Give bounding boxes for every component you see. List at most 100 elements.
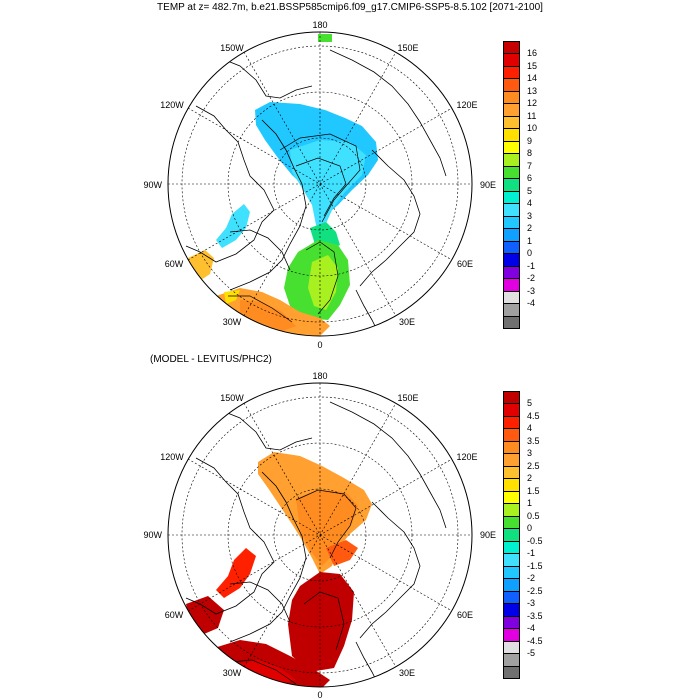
colorbar-swatch <box>503 428 520 442</box>
bottom-contours <box>229 489 357 685</box>
colorbar-tick-label: 16 <box>527 48 538 59</box>
colorbar-tick-label: 0 <box>527 248 533 259</box>
colorbar-tick-label: 11 <box>527 110 537 121</box>
colorbar-swatch <box>503 653 520 667</box>
diff-region-central-arctic-3 <box>296 490 358 566</box>
colorbar-swatch <box>503 628 520 642</box>
colorbar-swatch <box>503 278 520 292</box>
colorbar-tick-label: 5 <box>527 398 533 409</box>
colorbar-swatch <box>503 78 520 92</box>
difference-panel-title: (MODEL - LEVITUS/PHC2) <box>150 354 272 365</box>
top-polar-map <box>167 31 473 337</box>
colorbar-tick-label: 0 <box>527 523 533 534</box>
lon-label-30e: 30E <box>398 668 416 678</box>
colorbar-swatch <box>503 90 520 105</box>
lon-label-150e: 150E <box>397 43 419 53</box>
lon-label-90w: 90W <box>143 530 162 540</box>
colorbar-swatch <box>503 478 520 492</box>
figure-title: TEMP at z= 482.7m, b.e21.BSSP585cmip6.f0… <box>157 2 543 13</box>
colorbar-swatch <box>503 440 520 455</box>
bottom-colorbar: 5 4.5 4 3.5 3 2.5 2 1.5 1 0.5 0 -0.5 -1 -1.5 -2 -2.5 -3-… <box>503 391 543 679</box>
lon-label-0: 0 <box>317 690 323 700</box>
colorbar-swatch <box>503 565 520 580</box>
colorbar-swatch <box>503 640 520 655</box>
lon-label-150w: 150W <box>220 393 244 403</box>
colorbar-swatch <box>503 265 520 280</box>
top-map-frame <box>167 31 473 337</box>
colorbar-tick-label: 2 <box>527 473 533 484</box>
colorbar-swatch <box>503 203 520 217</box>
colorbar-tick-label: -3 <box>527 285 536 296</box>
temp-region-bering-7 <box>318 34 332 42</box>
colorbar-swatch <box>503 415 520 430</box>
colorbar-swatch <box>503 178 520 192</box>
colorbar-tick-label: 3.5 <box>527 435 540 446</box>
lon-label-60e: 60E <box>456 610 474 620</box>
colorbar-tick-label: -4.5 <box>527 635 543 646</box>
colorbar-tick-label: 6 <box>527 173 533 184</box>
colorbar-tick-label: 3 <box>527 448 533 459</box>
colorbar-tick-label: 8 <box>527 148 533 159</box>
colorbar-tick-label: -4 <box>527 623 536 634</box>
colorbar-swatch <box>503 228 520 242</box>
colorbar-swatch <box>503 103 520 117</box>
colorbar-swatch <box>503 190 520 205</box>
colorbar-swatch <box>503 303 520 317</box>
lon-label-0: 0 <box>317 340 323 350</box>
colorbar-swatch <box>503 115 520 130</box>
lon-label-30w: 30W <box>222 668 242 678</box>
lon-label-90e: 90E <box>480 180 497 190</box>
colorbar-tick-label: -1.5 <box>527 560 543 571</box>
lon-label-120e: 120E <box>456 100 478 110</box>
colorbar-swatch <box>503 41 520 55</box>
colorbar-swatch <box>503 140 520 155</box>
colorbar-tick-label: -3.5 <box>527 610 543 621</box>
colorbar-tick-label: 3 <box>527 210 533 221</box>
colorbar-tick-label: 12 <box>527 98 538 109</box>
lon-label-120w: 120W <box>160 100 184 110</box>
lon-label-90w: 90W <box>143 180 162 190</box>
colorbar-tick-label: 1 <box>527 235 533 246</box>
lon-label-150w: 150W <box>220 43 244 53</box>
colorbar-swatch <box>503 603 520 617</box>
lon-label-180: 180 <box>312 20 328 30</box>
colorbar-swatch <box>503 615 520 630</box>
colorbar-tick-label: 14 <box>527 73 538 84</box>
lon-label-30w: 30W <box>222 317 242 327</box>
colorbar-tick-label: 7 <box>527 160 533 171</box>
colorbar-tick-label: 5 <box>527 185 533 196</box>
colorbar-swatch <box>503 553 520 567</box>
temp-region-canadian-5 <box>216 204 250 248</box>
colorbar-tick-label: -1 <box>527 548 536 559</box>
lon-label-60w: 60W <box>164 610 184 620</box>
bottom-coastlines <box>185 401 447 685</box>
colorbar-swatch <box>503 528 520 542</box>
colorbar-swatch <box>503 665 520 679</box>
colorbar-swatch <box>503 465 520 480</box>
temp-region-nordic-8 <box>308 255 338 310</box>
colorbar-swatch <box>503 315 520 329</box>
colorbar-tick-label: 15 <box>527 60 538 71</box>
colorbar-tick-label: 0.5 <box>527 510 540 521</box>
temp-region-atlantic-10 <box>224 290 240 304</box>
colorbar-swatch <box>503 65 520 80</box>
top-graticule <box>168 32 472 336</box>
colorbar-swatch <box>503 290 520 305</box>
lon-label-180: 180 <box>312 371 328 381</box>
colorbar-tick-label: -2 <box>527 273 536 284</box>
lon-label-120e: 120E <box>456 452 478 462</box>
lon-label-60e: 60E <box>456 259 474 269</box>
diff-region-barents-5 <box>288 572 354 672</box>
colorbar-swatch <box>503 53 520 67</box>
lon-label-90e: 90E <box>480 530 497 540</box>
colorbar-swatch <box>503 540 520 555</box>
colorbar-tick-label: -0.5 <box>527 535 543 546</box>
colorbar-tick-label: -4 <box>527 298 536 309</box>
colorbar-swatch <box>503 215 520 230</box>
colorbar-swatch <box>503 578 520 592</box>
bottom-map-frame <box>167 382 473 688</box>
colorbar-tick-label: -2.5 <box>527 585 543 596</box>
top-colorbar: 16 15 14 13 12 11 10 9 8 7 6 5 4 3 2 1 0 -1 -2 -3 -4 <box>503 41 537 329</box>
bottom-graticule <box>168 383 472 687</box>
